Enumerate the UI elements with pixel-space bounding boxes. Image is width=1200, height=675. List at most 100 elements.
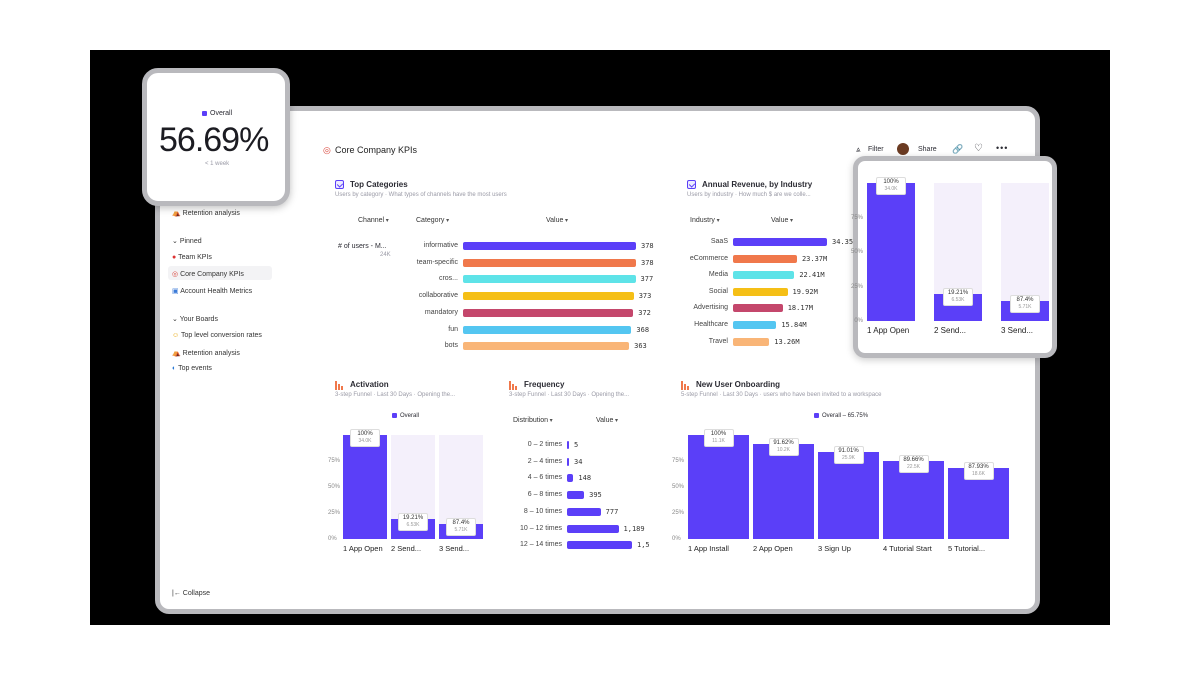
overall-value: 56.69% bbox=[159, 121, 269, 159]
bar bbox=[818, 452, 879, 539]
y-tick-label: 75% bbox=[328, 458, 341, 464]
x-tick-label: 2 Send... bbox=[934, 326, 967, 335]
bar-value-percent: 91.01% bbox=[838, 448, 859, 455]
x-tick-label: 1 App Open bbox=[867, 326, 910, 335]
bar bbox=[733, 287, 788, 296]
bar-value-label: 378 bbox=[641, 242, 654, 250]
bar-value-label: 777 bbox=[605, 507, 619, 516]
x-tick-label: 2 Send... bbox=[391, 544, 422, 553]
sidebar-item-core-kpis[interactable] bbox=[168, 266, 272, 280]
bar-value-count: 5.71K bbox=[1018, 303, 1032, 310]
checkbox-icon bbox=[335, 180, 344, 189]
category-dropdown[interactable]: Category bbox=[416, 217, 449, 224]
bar-value-percent: 100% bbox=[710, 431, 727, 437]
sidebar-item-retention-partial[interactable]: ⛺ Retention analysis bbox=[172, 210, 240, 217]
bar bbox=[463, 258, 636, 267]
collapse-icon: |← bbox=[172, 590, 181, 597]
sidebar-item-team-kpis[interactable]: ● Team KPIs bbox=[172, 254, 212, 261]
bar-value-count: 10.2K bbox=[776, 446, 791, 453]
bar-value-label: 368 bbox=[636, 325, 650, 334]
industry-dropdown[interactable]: Industry bbox=[690, 217, 720, 224]
filter-button[interactable]: Filter bbox=[868, 146, 884, 153]
y-tick-label: 50% bbox=[328, 484, 341, 490]
y-tick-label: 50% bbox=[850, 249, 863, 255]
frequency-value-dropdown[interactable]: Value bbox=[596, 417, 618, 424]
bar bbox=[753, 443, 814, 539]
sidebar-item-top-events[interactable]: ◐ Top events bbox=[172, 365, 212, 372]
x-tick-label: 3 Sign Up bbox=[818, 544, 851, 553]
bar-value-percent: 19.21% bbox=[402, 515, 424, 522]
x-tick-label: 3 Send... bbox=[439, 544, 470, 553]
y-tick-label: 0% bbox=[854, 318, 863, 324]
bar-category-label: team-specific bbox=[416, 258, 458, 266]
target-icon: ◎ bbox=[172, 271, 179, 278]
bar bbox=[733, 337, 770, 346]
apple-icon: ● bbox=[172, 254, 177, 261]
value-dropdown[interactable]: Value bbox=[546, 217, 568, 224]
bar-value-label: 100% 34.0K bbox=[876, 177, 906, 195]
frequency-title: Frequency bbox=[524, 380, 565, 389]
sidebar-item-conversion[interactable]: ☺ Top level conversion rates bbox=[172, 332, 262, 339]
y-tick-label: 25% bbox=[328, 510, 341, 516]
bar bbox=[463, 342, 630, 351]
bar-category-label: SaaS bbox=[710, 238, 728, 245]
channel-dropdown[interactable]: Channel bbox=[358, 217, 389, 224]
bar bbox=[733, 238, 827, 246]
collapse-button[interactable]: |← Collapse bbox=[172, 590, 211, 597]
bar bbox=[688, 435, 749, 539]
bar-value-label: 34.35M bbox=[832, 238, 858, 246]
board-title: Core Company KPIs bbox=[335, 145, 418, 155]
bar bbox=[343, 435, 387, 539]
bar-value-label: 1,189 bbox=[623, 524, 645, 533]
bar-category-label: Media bbox=[708, 271, 728, 279]
share-button[interactable]: Share bbox=[918, 146, 937, 153]
bar-category-label: 6 – 8 times bbox=[527, 491, 562, 499]
bar-category-label: 10 – 12 times bbox=[519, 524, 562, 532]
y-tick-label: 75% bbox=[850, 214, 863, 221]
filter-icon[interactable]: ⩓ bbox=[856, 145, 861, 154]
funnel-icon bbox=[681, 381, 691, 390]
heart-icon[interactable]: ♡ bbox=[974, 143, 983, 154]
pinned-heading[interactable]: ⌄ Pinned bbox=[172, 238, 202, 245]
distribution-dropdown[interactable]: Distribution bbox=[513, 417, 553, 424]
bar-value-label: 91.62% 10.2K bbox=[768, 437, 799, 456]
bar-value-count: 6.53K bbox=[406, 522, 420, 529]
revenue-value-dropdown[interactable]: Value bbox=[771, 217, 793, 224]
top-categories-title: Top Categories bbox=[350, 180, 408, 189]
bar-category-label: 4 – 6 times bbox=[527, 474, 562, 482]
boards-heading[interactable]: ⌄ Your Boards bbox=[172, 316, 218, 323]
link-icon[interactable]: 🔗 bbox=[952, 144, 964, 154]
row-label: # of users - M... bbox=[338, 243, 387, 250]
bar bbox=[463, 325, 632, 334]
y-tick-label: 25% bbox=[672, 510, 685, 516]
bar-value-label: 87.93% 18.6K bbox=[963, 461, 994, 480]
sidebar-item-retention[interactable]: ⛺ Retention analysis bbox=[172, 350, 240, 357]
truck-icon: ▣ bbox=[172, 288, 179, 295]
bar bbox=[733, 321, 777, 329]
bar-category-label: eCommerce bbox=[689, 254, 728, 262]
bar-value-count: 11.1K bbox=[712, 438, 725, 444]
bar bbox=[463, 292, 634, 301]
bar bbox=[463, 308, 634, 317]
x-tick-label: 5 Tutorial... bbox=[948, 544, 986, 553]
target-icon: ◎ bbox=[323, 145, 331, 155]
more-icon[interactable]: ••• bbox=[996, 143, 1009, 153]
funnel-popout-card: 100% 34.0K 1 App Open 19.21% 6.53K 2 Send... 8… bbox=[851, 156, 1057, 358]
overall-period: < 1 week bbox=[205, 161, 230, 167]
bar bbox=[883, 461, 944, 539]
bar-value-label: 19.92M bbox=[792, 287, 818, 296]
bar-value-label: 395 bbox=[589, 491, 602, 500]
row-sublabel: 24K bbox=[380, 252, 391, 258]
bar-category-label: informative bbox=[423, 242, 458, 249]
bar-value-label: 377 bbox=[640, 275, 654, 284]
bar bbox=[733, 271, 795, 280]
bar-category-label: Advertising bbox=[693, 304, 728, 312]
bar-category-label: 8 – 10 times bbox=[523, 507, 562, 515]
sidebar-item-account-health[interactable]: ▣ Account Health Metrics bbox=[172, 288, 253, 295]
annual-revenue-subtitle: Users by industry · How much $ are we co… bbox=[687, 192, 811, 198]
bar bbox=[567, 541, 632, 550]
y-tick-label: 25% bbox=[850, 283, 863, 290]
user-avatar[interactable] bbox=[897, 143, 909, 155]
sidebar-item-core-kpis-label[interactable]: ◎ Core Company KPIs bbox=[172, 271, 244, 278]
bar-value-percent: 87.93% bbox=[968, 463, 989, 470]
